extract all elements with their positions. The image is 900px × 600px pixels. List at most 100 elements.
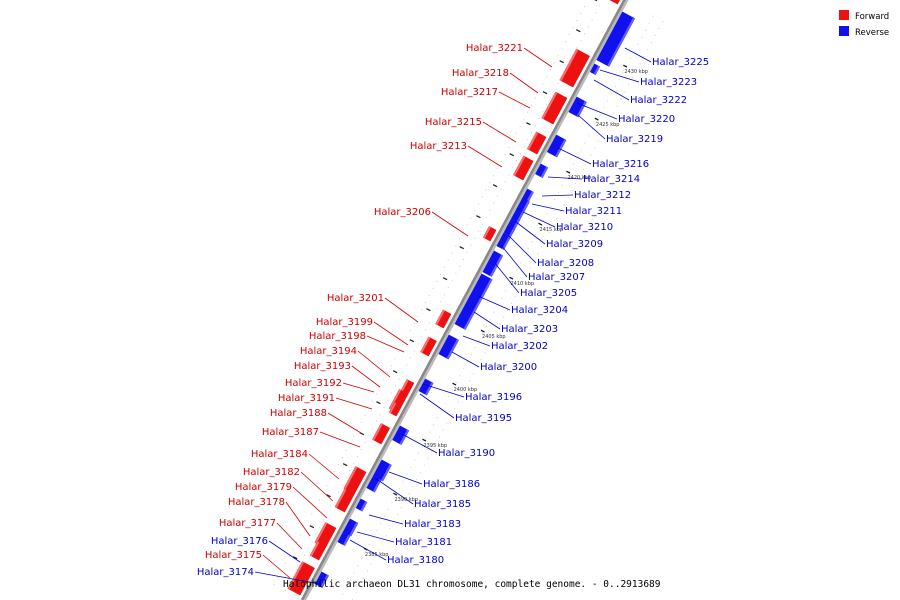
gene-label-halar-3222[interactable]: Halar_3222: [630, 95, 687, 106]
gene-label-halar-3223[interactable]: Halar_3223: [640, 77, 697, 88]
forward-gene-1[interactable]: [559, 48, 590, 88]
gene-label-halar-3182[interactable]: Halar_3182: [243, 467, 300, 478]
forward-gene-6[interactable]: [435, 309, 452, 329]
gene-label-halar-3195[interactable]: Halar_3195: [455, 413, 512, 424]
forward-gene-0[interactable]: [607, 0, 623, 5]
gene-label-halar-3176[interactable]: Halar_3176: [211, 536, 268, 547]
gene-label-halar-3192[interactable]: Halar_3192: [285, 378, 342, 389]
gene-label-halar-3184[interactable]: Halar_3184: [251, 449, 308, 460]
gene-label-halar-3180[interactable]: Halar_3180: [387, 555, 444, 566]
track-guide-3: [351, 15, 667, 600]
forward-gene-5[interactable]: [482, 225, 497, 242]
gene-label-halar-3178[interactable]: Halar_3178: [228, 497, 285, 508]
forward-gene-13[interactable]: [334, 488, 355, 513]
gene-label-halar-3203[interactable]: Halar_3203: [501, 324, 558, 335]
reverse-gene-4[interactable]: [535, 163, 549, 179]
gene-label-halar-3199[interactable]: Halar_3199: [316, 317, 373, 328]
gene-label-halar-3200[interactable]: Halar_3200: [480, 362, 537, 373]
track-dash: [309, 525, 315, 529]
tick-mark: [623, 64, 628, 68]
tick-label: 2390 kbp: [394, 497, 418, 503]
gene-label-halar-3179[interactable]: Halar_3179: [235, 482, 292, 493]
forward-gene-7[interactable]: [420, 336, 437, 357]
gene-label-halar-3177[interactable]: Halar_3177: [219, 518, 276, 529]
gene-label-halar-3181[interactable]: Halar_3181: [395, 537, 452, 548]
forward-gene-15[interactable]: [309, 541, 327, 561]
gene-label-halar-3221[interactable]: Halar_3221: [466, 43, 523, 54]
forward-gene-3[interactable]: [526, 131, 547, 155]
forward-gene-4[interactable]: [512, 155, 534, 181]
gene-label-halar-3217[interactable]: Halar_3217: [441, 87, 498, 98]
reverse-gene-14[interactable]: [418, 378, 434, 396]
leader-line: [384, 297, 419, 323]
reverse-gene-19[interactable]: [342, 518, 359, 537]
gene-label-halar-3220[interactable]: Halar_3220: [618, 114, 675, 125]
leaders-layer: [254, 47, 652, 585]
forward-gene-2[interactable]: [541, 91, 568, 125]
reverse-gene-2[interactable]: [568, 96, 587, 118]
gene-label-halar-3174[interactable]: Halar_3174: [197, 567, 254, 578]
forward-gene-16[interactable]: [287, 561, 315, 596]
leader-line: [431, 211, 469, 237]
reverse-gene-1[interactable]: [589, 63, 601, 76]
gene-label-halar-3212[interactable]: Halar_3212: [574, 190, 631, 201]
forward-gene-14[interactable]: [314, 522, 337, 549]
leader-line: [335, 397, 373, 410]
gene-label-halar-3208[interactable]: Halar_3208: [537, 258, 594, 269]
gene-label-halar-3186[interactable]: Halar_3186: [423, 479, 480, 490]
track-dash: [326, 494, 331, 498]
tick-mark: [452, 382, 457, 386]
map-caption: Halophilic archaeon DL31 chromosome, com…: [283, 579, 661, 590]
gene-label-halar-3218[interactable]: Halar_3218: [452, 68, 509, 79]
forward-gene-11[interactable]: [372, 423, 391, 445]
track-dash: [559, 60, 564, 64]
forward-gene-12[interactable]: [343, 466, 367, 495]
leader-line: [401, 433, 438, 454]
gene-label-halar-3209[interactable]: Halar_3209: [546, 239, 603, 250]
forward-gene-10[interactable]: [388, 401, 402, 417]
gene-label-halar-3215[interactable]: Halar_3215: [425, 117, 482, 128]
gene-label-halar-3201[interactable]: Halar_3201: [327, 293, 384, 304]
leader-line: [493, 261, 520, 294]
gene-label-halar-3205[interactable]: Halar_3205: [520, 288, 577, 299]
gene-label-halar-3183[interactable]: Halar_3183: [404, 519, 461, 530]
reverse-gene-13[interactable]: [438, 334, 459, 360]
gene-label-halar-3193[interactable]: Halar_3193: [294, 361, 351, 372]
gene-label-halar-3206[interactable]: Halar_3206: [374, 207, 431, 218]
gene-label-halar-3194[interactable]: Halar_3194: [300, 346, 357, 357]
reverse-gene-16[interactable]: [372, 459, 392, 482]
reverse-gene-12[interactable]: [454, 273, 493, 330]
gene-label-halar-3204[interactable]: Halar_3204: [511, 305, 568, 316]
reverse-gene-0[interactable]: [596, 11, 636, 67]
reverse-gene-20[interactable]: [337, 531, 351, 547]
gene-label-halar-3188[interactable]: Halar_3188: [270, 408, 327, 419]
gene-label-halar-3207[interactable]: Halar_3207: [528, 272, 585, 283]
track-dash: [576, 29, 581, 33]
gene-label-halar-3185[interactable]: Halar_3185: [414, 499, 471, 510]
gene-label-halar-3187[interactable]: Halar_3187: [262, 427, 319, 438]
reverse-gene-10[interactable]: [496, 233, 511, 251]
gene-label-halar-3196[interactable]: Halar_3196: [465, 392, 522, 403]
gene-label-halar-3202[interactable]: Halar_3202: [491, 341, 548, 352]
gene-label-halar-3198[interactable]: Halar_3198: [309, 331, 366, 342]
legend-label-forward: Forward: [855, 12, 889, 22]
leader-line: [547, 176, 583, 180]
gene-label-halar-3214[interactable]: Halar_3214: [583, 174, 640, 185]
gene-label-halar-3191[interactable]: Halar_3191: [278, 393, 335, 404]
gene-label-halar-3210[interactable]: Halar_3210: [556, 222, 613, 233]
leader-line: [557, 147, 592, 165]
gene-label-halar-3225[interactable]: Halar_3225: [652, 57, 709, 68]
reverse-gene-18[interactable]: [355, 498, 368, 512]
gene-label-halar-3175[interactable]: Halar_3175: [205, 550, 262, 561]
gene-label-halar-3219[interactable]: Halar_3219: [606, 134, 663, 145]
gene-label-halar-3190[interactable]: Halar_3190: [438, 448, 495, 459]
reverse-gene-3[interactable]: [546, 134, 567, 158]
gene-label-halar-3216[interactable]: Halar_3216: [592, 159, 649, 170]
reverse-gene-11[interactable]: [482, 250, 504, 277]
leader-line: [366, 335, 405, 353]
gene-label-halar-3213[interactable]: Halar_3213: [410, 141, 467, 152]
gene-label-halar-3211[interactable]: Halar_3211: [565, 206, 622, 217]
reverse-gene-15[interactable]: [392, 425, 410, 445]
tick-label: 2400 kbp: [454, 387, 478, 393]
leader-line: [285, 501, 311, 537]
